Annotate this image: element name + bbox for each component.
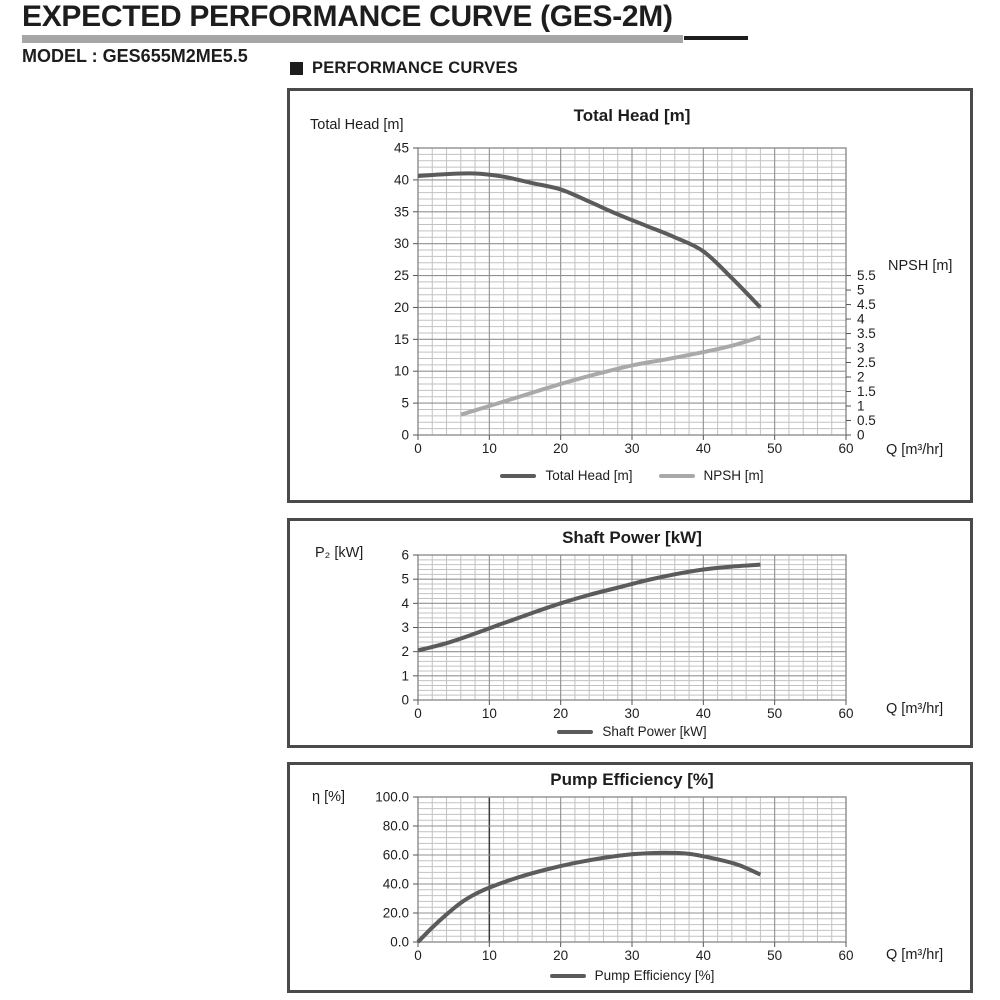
curve-npsh-m [460, 335, 761, 417]
x-tick-label: 20 [553, 948, 568, 963]
y-tick-label: 20.0 [383, 906, 409, 921]
curve-shaft-power-kw [417, 562, 761, 653]
y-tick-label: 100.0 [375, 790, 409, 805]
y-tick-label: 5 [401, 572, 409, 587]
legend-item-total-head: Total Head [m] [500, 468, 633, 483]
section-header: PERFORMANCE CURVES [290, 59, 518, 78]
curve-total-head-m [417, 171, 762, 309]
y2-tick-label: 1 [857, 399, 865, 414]
y-tick-label: 10 [394, 364, 409, 379]
y-tick-label: 25 [394, 268, 409, 283]
x-axis-label: Q [m³/hr] [886, 947, 944, 963]
y-tick-label: 60.0 [383, 848, 409, 863]
chart-title: Shaft Power [kW] [562, 528, 702, 547]
x-tick-label: 60 [838, 706, 853, 721]
y-tick-label: 80.0 [383, 819, 409, 834]
x-tick-label: 30 [624, 706, 639, 721]
chart-legend: Shaft Power [kW] [418, 724, 846, 739]
chart-panel-total-head: 0 10 20 30 40 50 60 0 5 10 15 20 25 30 35 40 45 0 0.5 1 1.5 2… [287, 88, 973, 503]
x-tick-label: 50 [767, 706, 782, 721]
x-tick-label: 30 [624, 441, 639, 456]
x-tick-label: 50 [767, 948, 782, 963]
y2-axis-label: NPSH [m] [888, 258, 953, 274]
x-axis-label: Q [m³/hr] [886, 701, 944, 717]
x-tick-label: 0 [414, 441, 422, 456]
y-tick-label: 0.0 [390, 935, 409, 950]
y2-tick-label: 0 [857, 428, 865, 443]
y-tick-label: 5 [401, 396, 409, 411]
y-tick-label: 15 [394, 332, 409, 347]
x-tick-label: 60 [838, 441, 853, 456]
x-tick-label: 20 [553, 441, 568, 456]
x-tick-label: 40 [696, 948, 711, 963]
pump-efficiency-chart-canvas: 0 10 20 30 40 50 60 0.0 20.0 40.0 60.0 80.0 100.0 [375, 790, 853, 964]
y-tick-label: 45 [394, 141, 409, 156]
y-tick-label: 4 [401, 596, 409, 611]
legend-line-swatch [549, 973, 586, 978]
legend-item-pump-efficiency: Pump Efficiency [%] [549, 968, 715, 983]
curve-pump-efficiency [416, 850, 762, 944]
y-tick-label: 3 [401, 620, 409, 635]
x-tick-label: 0 [414, 706, 422, 721]
chart-panel-pump-efficiency: 0 10 20 30 40 50 60 0.0 20.0 40.0 60.0 80.0 100.0 Pu… [287, 762, 973, 993]
y2-tick-label: 3 [857, 341, 865, 356]
x-tick-label: 50 [767, 441, 782, 456]
legend-label: Total Head [m] [545, 468, 633, 483]
y-tick-label: 20 [394, 300, 409, 315]
y-axis-label: Total Head [m] [310, 117, 404, 133]
x-tick-label: 60 [838, 948, 853, 963]
section-bullet-icon [290, 62, 303, 75]
x-tick-label: 40 [696, 706, 711, 721]
legend-line-swatch [658, 473, 695, 478]
chart-title: Total Head [m] [573, 106, 691, 125]
y-tick-label: 35 [394, 204, 409, 219]
model-label: MODEL : GES655M2ME5.5 [22, 46, 248, 66]
x-tick-label: 10 [482, 948, 497, 963]
x-tick-label: 10 [482, 706, 497, 721]
x-tick-label: 40 [696, 441, 711, 456]
y2-tick-label: 1.5 [857, 384, 876, 399]
legend-item-npsh: NPSH [m] [658, 468, 764, 483]
legend-item-shaft-power: Shaft Power [kW] [557, 724, 707, 739]
y-axis-label: P₂ [kW] [315, 545, 364, 561]
y2-tick-label: 4.5 [857, 297, 876, 312]
total-head-chart-canvas: 0 10 20 30 40 50 6005101520253035404500.511.52… [394, 141, 876, 457]
chart-legend: Total Head [m] NPSH [m] [418, 468, 846, 483]
y2-tick-label: 2.5 [857, 355, 876, 370]
y-tick-label: 40.0 [383, 877, 409, 892]
legend-label: NPSH [m] [703, 468, 764, 483]
title-underline-gray [22, 35, 683, 43]
shaft-power-chart-canvas: 0 10 20 30 40 50 60 0 1 2 3 4 5 6 [401, 548, 853, 722]
x-tick-label: 10 [482, 441, 497, 456]
page-title: EXPECTED PERFORMANCE CURVE (GES-2M) [22, 0, 673, 33]
section-label: PERFORMANCE CURVES [312, 59, 518, 77]
y-tick-label: 0 [401, 428, 409, 443]
x-tick-label: 20 [553, 706, 568, 721]
y-tick-label: 6 [401, 548, 409, 563]
chart-title: Pump Efficiency [%] [550, 770, 714, 789]
y-tick-label: 40 [394, 172, 409, 187]
chart-panel-shaft-power: 0 10 20 30 40 50 60 0 1 2 3 4 5 6 Shaft Power [kW] P₂… [287, 518, 973, 748]
y-tick-label: 1 [401, 668, 409, 683]
legend-line-swatch [500, 473, 537, 478]
x-axis-label: Q [m³/hr] [886, 442, 944, 458]
y2-tick-label: 5 [857, 283, 865, 298]
legend-line-swatch [557, 729, 594, 734]
y2-tick-label: 3.5 [857, 326, 876, 341]
y2-tick-label: 0.5 [857, 413, 876, 428]
y-tick-label: 2 [401, 644, 409, 659]
y-tick-label: 30 [394, 236, 409, 251]
x-tick-label: 30 [624, 948, 639, 963]
x-tick-label: 0 [414, 948, 422, 963]
y2-tick-label: 5.5 [857, 268, 876, 283]
y-axis-label: η [%] [312, 789, 346, 805]
legend-label: Shaft Power [kW] [602, 724, 707, 739]
y2-tick-label: 2 [857, 370, 865, 385]
y-tick-label: 0 [401, 693, 409, 708]
legend-label: Pump Efficiency [%] [594, 968, 715, 983]
title-underline-black [684, 36, 748, 40]
chart-legend: Pump Efficiency [%] [418, 968, 846, 983]
y2-tick-label: 4 [857, 312, 865, 327]
